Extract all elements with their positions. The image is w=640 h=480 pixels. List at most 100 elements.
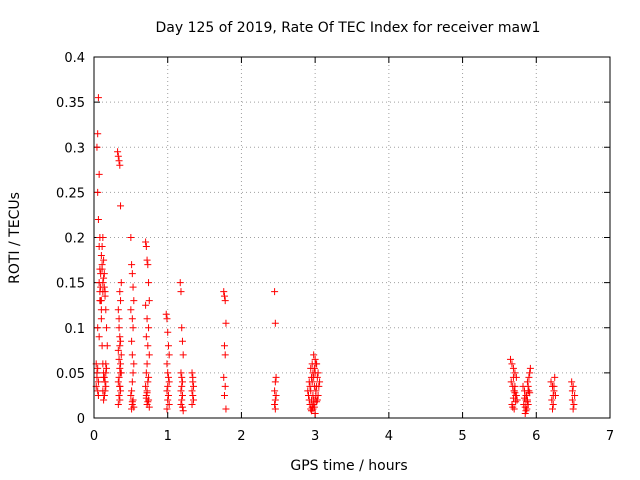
data-point [117, 369, 125, 377]
data-point [176, 279, 184, 287]
data-point [524, 400, 532, 408]
data-point [145, 403, 153, 411]
data-point [507, 378, 515, 386]
data-point [511, 369, 519, 377]
data-point [128, 405, 136, 413]
data-point [94, 215, 102, 223]
data-point [163, 387, 171, 395]
chart-title: Day 125 of 2019, Rate Of TEC Index for r… [156, 20, 541, 36]
data-point [94, 364, 102, 372]
data-point [130, 297, 138, 305]
data-point [309, 405, 317, 413]
data-point [570, 400, 578, 408]
data-point [188, 369, 196, 377]
data-point [550, 382, 558, 390]
data-point [114, 148, 122, 156]
y-tick-label: 0.4 [64, 51, 85, 66]
data-point [179, 407, 187, 415]
data-point [221, 351, 229, 359]
data-point [310, 364, 318, 372]
data-point [178, 378, 186, 386]
data-point [188, 400, 196, 408]
data-point [98, 265, 106, 273]
data-point [93, 369, 101, 377]
data-point [117, 360, 125, 368]
data-point [129, 283, 137, 291]
data-point [177, 387, 185, 395]
data-point [116, 364, 124, 372]
data-point [307, 407, 315, 415]
data-point [220, 342, 228, 350]
data-point [115, 157, 123, 165]
data-point [145, 324, 153, 332]
data-point [271, 319, 279, 327]
data-point [164, 391, 172, 399]
data-point [506, 355, 514, 363]
data-point [142, 333, 150, 341]
data-point [165, 400, 173, 408]
data-point [117, 351, 125, 359]
data-point [310, 382, 318, 390]
data-point [114, 346, 122, 354]
data-point [511, 389, 519, 397]
data-point [190, 396, 198, 404]
data-point [548, 396, 556, 404]
data-point [271, 378, 279, 386]
plot-frame [93, 56, 611, 419]
data-point [509, 394, 517, 402]
data-point [114, 400, 122, 408]
data-point [129, 396, 137, 404]
data-point [100, 256, 108, 264]
data-point [99, 387, 107, 395]
data-point [145, 279, 153, 287]
data-point [142, 382, 150, 390]
data-point [220, 288, 228, 296]
data-point [312, 391, 320, 399]
data-point [115, 391, 123, 399]
data-point [128, 337, 136, 345]
data-point [164, 396, 172, 404]
data-point [510, 387, 518, 395]
data-point [116, 382, 124, 390]
y-tick-label: 0.2 [64, 232, 85, 247]
data-point [310, 351, 318, 359]
data-point [551, 373, 559, 381]
data-point [526, 369, 534, 377]
data-point [101, 292, 109, 300]
data-point [164, 373, 172, 381]
x-tick-label: 6 [532, 429, 540, 444]
data-point [145, 351, 153, 359]
data-point [311, 355, 319, 363]
data-point [144, 378, 152, 386]
data-point [549, 391, 557, 399]
data-point [130, 360, 138, 368]
data-point [115, 373, 123, 381]
data-point [127, 234, 135, 241]
data-point [508, 360, 516, 368]
data-point [129, 369, 137, 377]
data-point [164, 382, 172, 390]
data-point [311, 369, 319, 377]
data-point [522, 396, 530, 404]
data-point [116, 342, 124, 350]
data-point [271, 400, 279, 408]
axis-ticks: 0 1 2 3 4 5 6 7 0 0.05 0.1 0.15 0.2 0.25 0.3 0.35 0.4 [56, 51, 614, 444]
data-point [95, 243, 103, 251]
data-point [117, 202, 125, 210]
data-point [116, 396, 124, 404]
data-point [189, 391, 197, 399]
data-point [220, 292, 228, 300]
data-point [547, 378, 555, 386]
data-point [99, 288, 107, 296]
data-point [549, 400, 557, 408]
data-point [308, 400, 316, 408]
data-point [165, 351, 173, 359]
data-point [117, 297, 125, 305]
data-point [189, 373, 197, 381]
data-point [163, 315, 171, 323]
data-point [178, 403, 186, 411]
data-point [525, 373, 533, 381]
data-point [313, 398, 321, 406]
data-point [523, 405, 531, 413]
data-point [221, 297, 229, 305]
